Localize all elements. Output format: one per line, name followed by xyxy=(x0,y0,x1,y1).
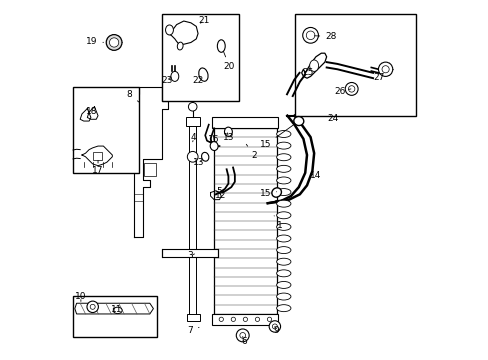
Bar xyxy=(214,128,276,314)
Ellipse shape xyxy=(276,165,290,172)
Ellipse shape xyxy=(276,247,290,253)
Text: 22: 22 xyxy=(192,76,203,85)
Text: 28: 28 xyxy=(314,32,336,41)
Text: 17: 17 xyxy=(92,160,103,175)
Ellipse shape xyxy=(171,71,179,81)
Circle shape xyxy=(255,317,259,321)
Ellipse shape xyxy=(276,131,290,138)
Ellipse shape xyxy=(276,293,290,300)
Ellipse shape xyxy=(309,60,318,71)
Bar xyxy=(212,314,278,325)
Text: 12: 12 xyxy=(214,190,225,199)
Bar xyxy=(143,163,155,176)
Bar xyxy=(294,14,415,116)
Text: 5: 5 xyxy=(216,187,221,196)
Ellipse shape xyxy=(276,305,290,312)
Text: 8: 8 xyxy=(126,90,139,102)
Circle shape xyxy=(240,333,245,338)
Ellipse shape xyxy=(113,307,122,314)
Bar xyxy=(93,153,102,160)
Ellipse shape xyxy=(276,235,290,242)
Text: 21: 21 xyxy=(199,16,210,25)
Text: 14: 14 xyxy=(309,171,320,180)
Ellipse shape xyxy=(271,188,281,197)
Circle shape xyxy=(188,103,197,111)
Text: 7: 7 xyxy=(187,326,199,335)
Text: 10: 10 xyxy=(75,292,86,301)
Polygon shape xyxy=(75,303,153,314)
Circle shape xyxy=(236,329,248,342)
Circle shape xyxy=(243,317,247,321)
Ellipse shape xyxy=(198,68,208,81)
Text: 24: 24 xyxy=(327,114,338,123)
Ellipse shape xyxy=(276,189,290,195)
Ellipse shape xyxy=(210,141,218,150)
Circle shape xyxy=(87,301,98,312)
Ellipse shape xyxy=(224,127,232,136)
Text: 25: 25 xyxy=(302,68,313,77)
Text: 3: 3 xyxy=(187,251,194,260)
Text: 26: 26 xyxy=(334,87,350,96)
Text: 4: 4 xyxy=(191,133,196,142)
Circle shape xyxy=(305,31,314,40)
Bar xyxy=(73,296,157,337)
Text: 15: 15 xyxy=(259,189,276,198)
Text: 20: 20 xyxy=(223,51,235,71)
Text: 2: 2 xyxy=(246,144,257,160)
Text: 9: 9 xyxy=(272,326,278,335)
Circle shape xyxy=(106,35,122,50)
Ellipse shape xyxy=(276,200,290,207)
Circle shape xyxy=(219,317,223,321)
Circle shape xyxy=(187,152,198,162)
Ellipse shape xyxy=(165,25,173,35)
Circle shape xyxy=(109,38,119,47)
Ellipse shape xyxy=(276,224,290,230)
Text: 15: 15 xyxy=(259,124,294,149)
Circle shape xyxy=(267,317,271,321)
Text: 19: 19 xyxy=(86,37,103,46)
Circle shape xyxy=(345,82,357,95)
Ellipse shape xyxy=(276,154,290,161)
Ellipse shape xyxy=(177,42,183,50)
Ellipse shape xyxy=(276,142,290,149)
Bar xyxy=(187,314,200,321)
Circle shape xyxy=(272,324,277,329)
Text: 13: 13 xyxy=(223,133,234,142)
Text: 27: 27 xyxy=(373,73,385,82)
Text: 18: 18 xyxy=(86,107,98,116)
Text: 23: 23 xyxy=(161,76,172,85)
Circle shape xyxy=(302,27,318,43)
Ellipse shape xyxy=(276,177,290,184)
Bar xyxy=(162,249,217,257)
Bar xyxy=(212,117,278,128)
Bar xyxy=(162,14,239,102)
Ellipse shape xyxy=(276,258,290,265)
Circle shape xyxy=(90,304,95,309)
Ellipse shape xyxy=(276,270,290,277)
Text: 16: 16 xyxy=(208,135,220,144)
Circle shape xyxy=(268,321,280,332)
Ellipse shape xyxy=(293,117,303,126)
Text: 6: 6 xyxy=(241,337,246,346)
Circle shape xyxy=(378,62,392,76)
Circle shape xyxy=(381,66,388,73)
Circle shape xyxy=(231,317,235,321)
Circle shape xyxy=(348,86,354,92)
Text: 11: 11 xyxy=(111,305,122,314)
Bar xyxy=(185,117,200,126)
Text: 1: 1 xyxy=(274,216,282,230)
Ellipse shape xyxy=(217,40,225,52)
Ellipse shape xyxy=(276,212,290,219)
Ellipse shape xyxy=(276,282,290,288)
Ellipse shape xyxy=(201,152,208,161)
Text: 13: 13 xyxy=(193,158,204,167)
Bar xyxy=(73,87,139,173)
